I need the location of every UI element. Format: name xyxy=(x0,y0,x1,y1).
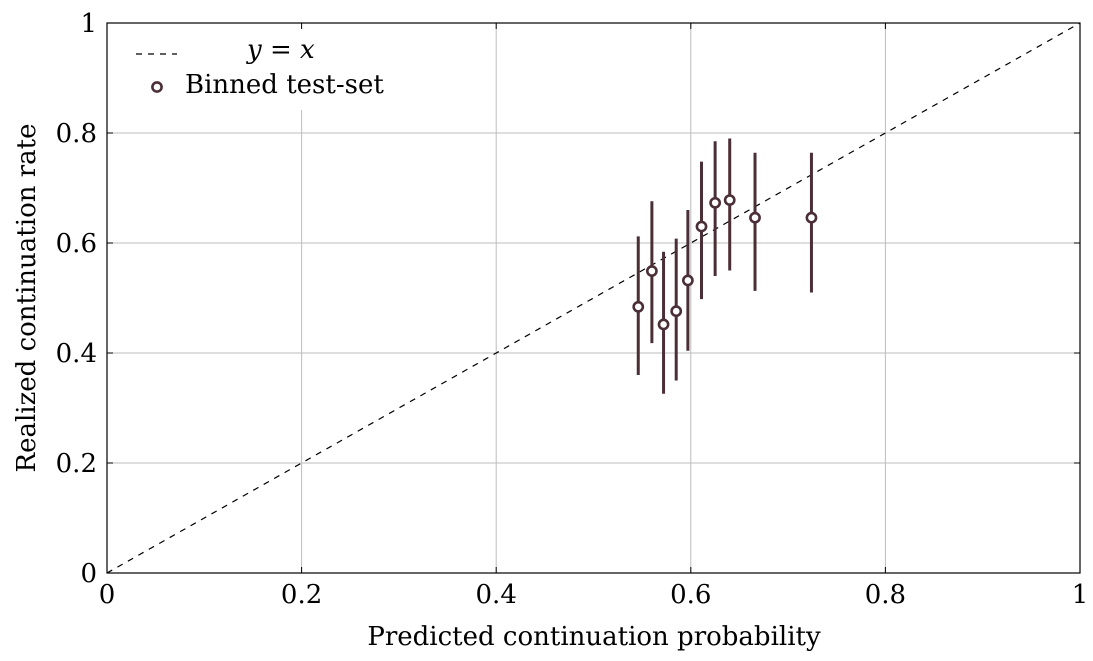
x-tick-label: 0.2 xyxy=(281,580,322,610)
y-tick-label: 0.2 xyxy=(56,449,97,479)
legend-points-swatch xyxy=(151,81,163,93)
legend-points-label: Binned test-set xyxy=(185,70,384,100)
data-point xyxy=(709,196,722,209)
data-point xyxy=(632,300,645,313)
data-point xyxy=(749,211,761,224)
x-tick-label: 0.6 xyxy=(670,580,711,610)
y-axis-label: Realized continuation rate xyxy=(12,124,42,473)
grid xyxy=(107,23,1080,573)
data-point xyxy=(645,265,658,277)
x-tick-label: 0.8 xyxy=(865,580,906,610)
data-point xyxy=(723,194,736,206)
x-tick-label: 0.4 xyxy=(476,580,517,610)
plot-frame xyxy=(106,22,1081,574)
legend-background xyxy=(108,24,398,110)
data-point xyxy=(670,305,683,318)
x-tick-label: 1 xyxy=(1072,580,1089,610)
data-point xyxy=(681,274,694,287)
legend-reference-label: y = x xyxy=(246,35,315,65)
y-tick-label: 0.6 xyxy=(56,229,97,259)
legend: y = x Binned test-set xyxy=(136,35,384,100)
data-point xyxy=(657,318,670,331)
y-tick-label: 0.4 xyxy=(56,339,97,369)
y-tick-label: 0 xyxy=(80,559,97,589)
data-point xyxy=(695,220,708,233)
axis-ticks: 0 0.2 0.4 0.6 0.8 1 0 0.2 0.4 0.6 0.8 1 xyxy=(56,9,1089,610)
plot-area xyxy=(106,22,1081,574)
y-tick-label: 1 xyxy=(80,9,97,39)
y-tick-label: 0.8 xyxy=(56,119,97,149)
x-axis-label: Predicted continuation probability xyxy=(367,622,821,652)
data-point xyxy=(805,211,818,224)
x-tick-label: 0 xyxy=(99,580,116,610)
